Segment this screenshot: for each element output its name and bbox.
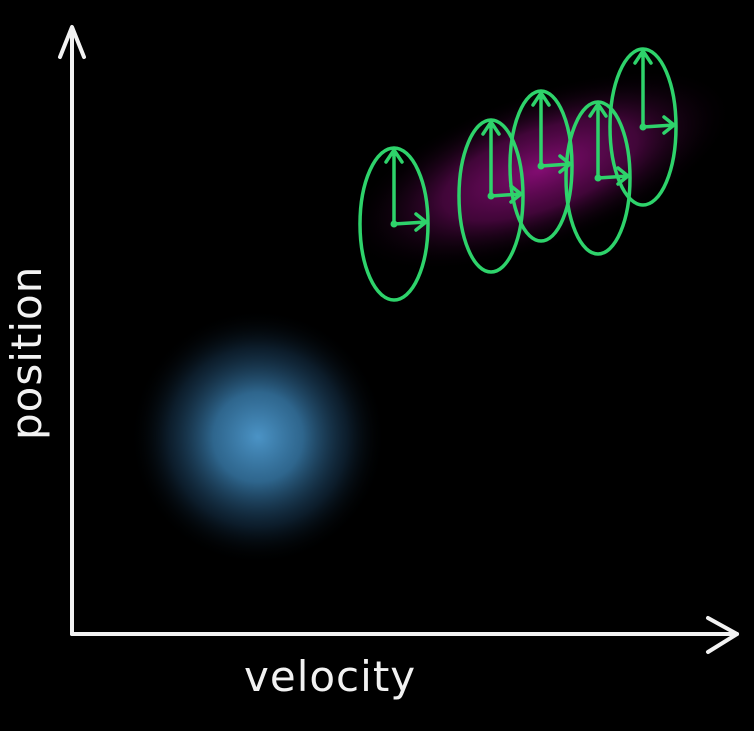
axes	[58, 25, 739, 654]
clock-pivot	[594, 174, 602, 182]
clock-face	[608, 47, 678, 207]
clock-hand-up	[384, 148, 404, 226]
clock-group	[358, 47, 678, 302]
clock-face	[358, 146, 430, 302]
y-axis-label: position	[2, 265, 51, 440]
blue-probability-blob	[130, 309, 386, 565]
clock-pivot	[487, 192, 495, 200]
y-axis-arrowhead	[58, 25, 86, 59]
clock-face	[564, 100, 632, 256]
clock-hand-up	[588, 102, 608, 180]
x-axis-arrowhead	[706, 616, 739, 654]
clock-pivot	[639, 123, 647, 131]
clock-face	[457, 118, 525, 274]
clock-hand-up	[633, 49, 653, 129]
clock-hand-right	[596, 166, 630, 186]
clock-icon	[608, 47, 678, 207]
clock-pivot	[390, 220, 398, 228]
clock-hand-right	[392, 212, 428, 232]
clock-pivot	[537, 162, 545, 170]
clock-icon	[358, 146, 430, 302]
clock-icon	[564, 100, 632, 256]
clock-hand-up	[481, 120, 501, 198]
clock-face	[508, 89, 574, 243]
clock-hand-right	[641, 115, 676, 135]
x-axis-label: velocity	[244, 652, 417, 701]
magenta-probability-region	[345, 68, 735, 272]
clock-hand-up	[531, 91, 551, 168]
